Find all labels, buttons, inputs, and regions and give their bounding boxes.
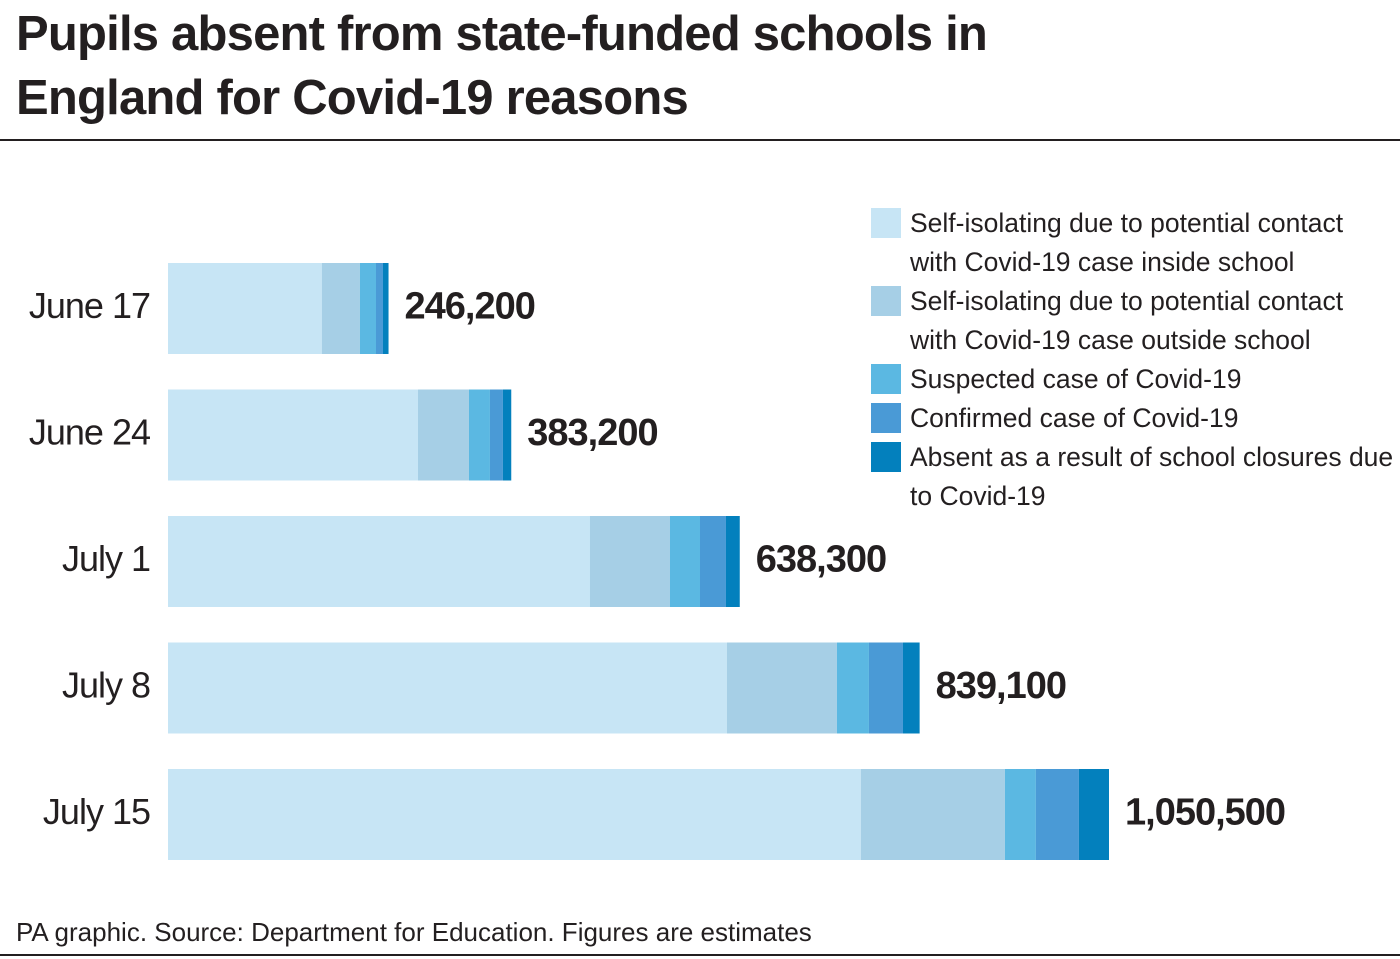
bar-segment <box>321 263 360 354</box>
bar-segment <box>168 516 590 607</box>
legend-swatch <box>871 286 901 316</box>
bar-segment <box>836 642 869 734</box>
legend-entry: Self-isolating due to potential contact … <box>871 282 1396 360</box>
category-label: June 24 <box>29 412 150 453</box>
bar-segment <box>382 263 389 354</box>
divider <box>0 139 1400 141</box>
source-note: PA graphic. Source: Department for Educa… <box>16 917 812 947</box>
bar-segment <box>168 263 322 354</box>
bar-segment <box>902 642 920 734</box>
total-label: 383,200 <box>527 412 657 454</box>
bar-segment <box>489 389 503 481</box>
category-label: July 8 <box>62 665 150 706</box>
legend-swatch <box>871 403 901 433</box>
legend-label: Confirmed case of Covid-19 <box>910 403 1239 433</box>
bar-segment <box>589 516 670 607</box>
total-label: 246,200 <box>405 286 535 328</box>
bar-segment <box>375 263 383 354</box>
bar-segment <box>860 769 1005 860</box>
total-label: 839,100 <box>936 665 1066 707</box>
bar-segment <box>359 263 376 354</box>
bar-segment <box>725 516 740 607</box>
total-label: 638,300 <box>756 539 886 581</box>
divider <box>0 954 1400 956</box>
bar-segment <box>699 516 726 607</box>
legend: Self-isolating due to potential contact … <box>871 204 1396 516</box>
legend-swatch <box>871 364 901 394</box>
bar-segment <box>1004 769 1036 860</box>
category-label: July 15 <box>43 791 150 832</box>
bar-segment <box>418 389 469 481</box>
legend-label: Suspected case of Covid-19 <box>910 364 1242 394</box>
bar-segment <box>726 642 837 734</box>
category-label: June 17 <box>29 285 150 326</box>
legend-entry: Absent as a result of school closures du… <box>871 438 1396 516</box>
legend-label: Absent as a result of school closures du… <box>910 442 1394 511</box>
legend-entry: Suspected case of Covid-19 <box>871 360 1396 399</box>
bar-segment <box>468 389 490 481</box>
bar-segment <box>168 769 861 860</box>
bar-segment <box>669 516 700 607</box>
bar-segment <box>1078 769 1109 860</box>
legend-label: Self-isolating due to potential contact … <box>910 286 1344 355</box>
bar-segment <box>868 642 903 734</box>
legend-entry: Confirmed case of Covid-19 <box>871 399 1396 438</box>
bar-segment <box>1035 769 1079 860</box>
bar-segment <box>168 389 419 481</box>
legend-swatch <box>871 442 901 472</box>
legend-entry: Self-isolating due to potential contact … <box>871 204 1396 282</box>
legend-swatch <box>871 208 901 238</box>
chart-title: Pupils absent from state-funded schools … <box>16 7 988 125</box>
category-label: July 1 <box>62 538 150 579</box>
legend-label: Self-isolating due to potential contact … <box>910 208 1344 277</box>
total-label: 1,050,500 <box>1125 792 1285 834</box>
bar-segment <box>168 642 727 734</box>
bar-segment <box>502 389 512 481</box>
